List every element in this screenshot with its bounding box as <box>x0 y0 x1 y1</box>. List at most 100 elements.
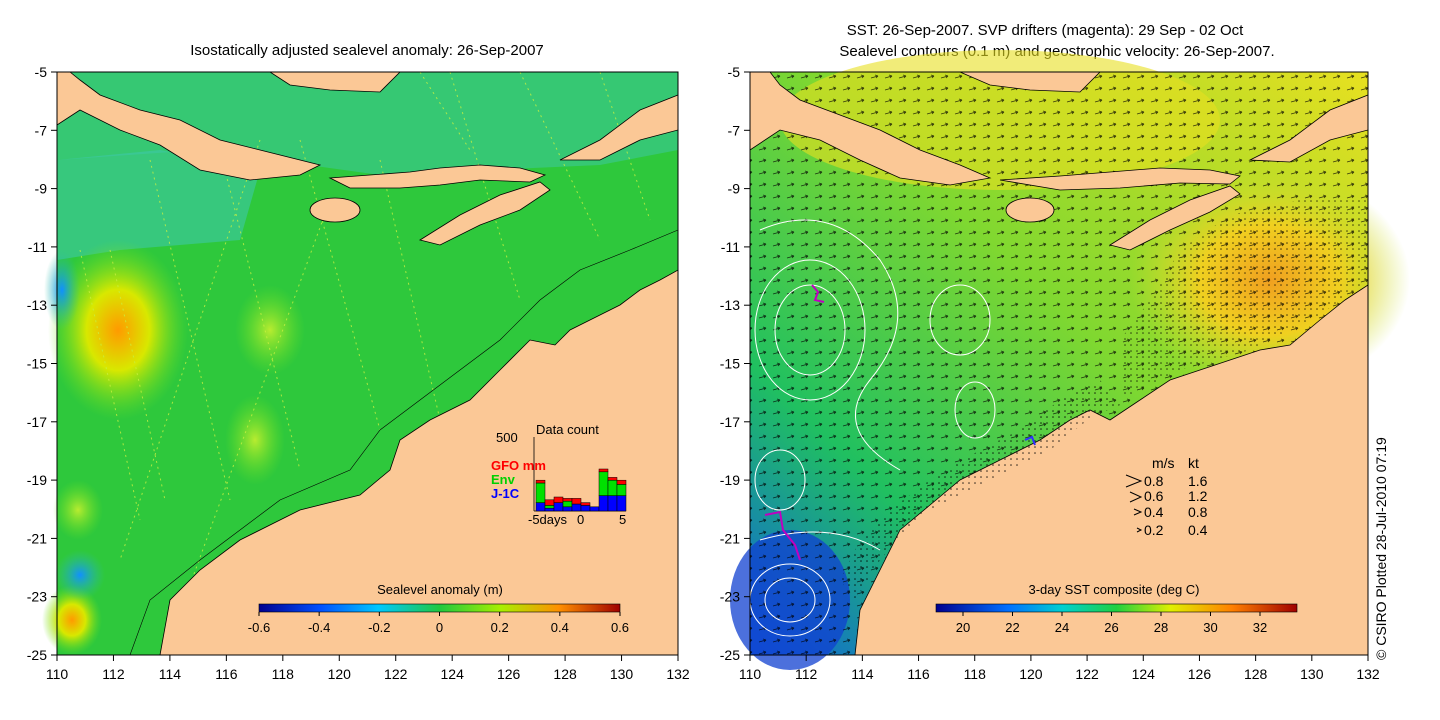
sst-cb-tick-label: 28 <box>1154 620 1168 635</box>
sst-colorbar-label: 3-day SST composite (deg C) <box>1029 582 1200 597</box>
drifter-track-3 <box>764 510 801 561</box>
sla-colorbar: Sealevel anomaly (m) -0.6 -0.4 -0.2 0 0.2 0.4… <box>248 582 629 635</box>
sla-x-tick-label: 118 <box>272 666 295 682</box>
sla-cb-tick-label: -0.4 <box>308 620 330 635</box>
velocity-row-2-kt: 1.2 <box>1188 488 1208 504</box>
drifter-track-1 <box>811 284 825 303</box>
data-count-bar-gfo <box>544 499 555 506</box>
velocity-row-3-ms: 0.4 <box>1144 504 1164 520</box>
data-count-bar-j1c <box>535 502 546 512</box>
data-count-bar-j1c <box>598 495 609 512</box>
sst-cb-tick-label: 22 <box>1005 620 1019 635</box>
sla-x-axis: 110 112 114 116 118 120 122 124 126 128 130 132 <box>46 655 690 682</box>
sla-cb-tick-label: -0.6 <box>248 620 270 635</box>
sst-cb-tick-label: 26 <box>1104 620 1118 635</box>
sla-x-tick-label: 122 <box>384 666 408 682</box>
velocity-row-1-ms: 0.8 <box>1144 473 1164 489</box>
sla-x-tick-label: 110 <box>46 666 69 682</box>
sla-map-panel: Isostatically adjusted sealevel anomaly:… <box>27 42 690 682</box>
data-count-bar-env <box>562 500 573 508</box>
sst-x-tick-label: 112 <box>795 666 818 682</box>
sst-y-tick-label: -23 <box>720 589 740 605</box>
data-count-xlabel-start: -5days <box>528 512 568 527</box>
sst-cb-tick-label: 20 <box>956 620 970 635</box>
sla-y-tick-label: -21 <box>27 530 47 546</box>
sst-map-area <box>730 50 1410 670</box>
sst-y-tick-label: -17 <box>720 414 740 430</box>
velocity-row-2-ms: 0.6 <box>1144 488 1164 504</box>
sla-y-tick-label: -13 <box>27 297 47 313</box>
legend-env: Env <box>491 472 516 487</box>
sst-x-tick-label: 116 <box>907 666 930 682</box>
velocity-row-4-kt: 0.4 <box>1188 522 1208 538</box>
sst-y-tick-label: -21 <box>720 530 740 546</box>
sst-x-tick-label: 124 <box>1132 666 1156 682</box>
sla-y-tick-label: -25 <box>27 647 47 663</box>
sla-y-tick-label: -19 <box>27 472 47 488</box>
data-count-bar-j1c <box>571 503 582 512</box>
data-count-bar-gfo <box>562 498 573 502</box>
sst-colorbar: 3-day SST composite (deg C) 20 22 24 26 28 30… <box>935 582 1298 635</box>
sla-panel-title: Isostatically adjusted sealevel anomaly:… <box>190 42 544 59</box>
velocity-legend-header-kt: kt <box>1188 455 1199 471</box>
sst-y-tick-label: -19 <box>720 472 740 488</box>
sla-x-tick-label: 128 <box>553 666 577 682</box>
sst-y-tick-label: -5 <box>728 64 741 80</box>
sst-x-tick-label: 128 <box>1244 666 1268 682</box>
data-count-bar-gfo <box>598 468 609 473</box>
data-count-bar-j1c <box>553 502 564 512</box>
sla-x-tick-label: 116 <box>215 666 238 682</box>
data-count-bar-gfo <box>571 498 582 505</box>
velocity-arrow-04 <box>1133 508 1143 516</box>
sst-y-tick-label: -9 <box>728 181 741 197</box>
velocity-arrow-02 <box>1136 527 1143 533</box>
velocity-legend-header-ms: m/s <box>1152 455 1175 471</box>
sla-x-tick-label: 114 <box>159 666 182 682</box>
sla-y-tick-label: -17 <box>27 414 47 430</box>
sst-y-tick-label: -7 <box>728 122 741 138</box>
sst-x-tick-label: 132 <box>1356 666 1380 682</box>
sla-y-axis: -5 -7 -9 -11 -13 -15 -17 -19 -21 -23 -25 <box>27 64 57 663</box>
velocity-row-1-kt: 1.6 <box>1188 473 1208 489</box>
sla-cb-tick-label: 0.4 <box>551 620 569 635</box>
velocity-legend: m/s kt 0.8 1.6 0.6 1.2 0.4 0.8 0.2 0.4 <box>1125 455 1208 538</box>
data-count-bar-env <box>598 471 609 496</box>
sla-cb-tick-label: 0.2 <box>491 620 509 635</box>
data-count-bars <box>535 468 627 512</box>
sla-x-tick-label: 132 <box>666 666 690 682</box>
sla-y-tick-label: -9 <box>35 181 48 197</box>
sla-x-tick-label: 124 <box>441 666 465 682</box>
sst-y-tick-label: -15 <box>720 356 740 372</box>
sst-panel-title-line1: SST: 26-Sep-2007. SVP drifters (magenta)… <box>847 22 1244 39</box>
sla-x-tick-label: 130 <box>610 666 634 682</box>
sst-cb-tick-label: 30 <box>1203 620 1217 635</box>
drifter-track-2 <box>1024 435 1036 446</box>
data-count-bar-env <box>616 484 627 496</box>
sst-x-tick-label: 110 <box>739 666 762 682</box>
data-count-bar-j1c <box>589 506 600 512</box>
sla-y-tick-label: -11 <box>28 239 47 255</box>
data-count-bar-gfo <box>616 479 627 485</box>
credit-text: © CSIRO Plotted 28-Jul-2010 07:19 <box>1373 437 1389 660</box>
sst-y-axis: -5 -7 -9 -11 -13 -15 -17 -19 -21 -23 -25 <box>720 64 750 663</box>
legend-j1c: J-1C <box>491 486 520 501</box>
velocity-arrow-06 <box>1129 491 1143 503</box>
data-count-bar-gfo <box>553 496 564 503</box>
data-count-xlabel-zero: 0 <box>577 512 584 527</box>
data-count-bar-gfo <box>535 479 546 484</box>
data-count-title: Data count <box>536 422 599 437</box>
sst-x-tick-label: 120 <box>1019 666 1043 682</box>
data-count-bar-j1c <box>580 505 591 512</box>
data-count-bar-env <box>535 482 546 503</box>
sst-x-tick-label: 126 <box>1188 666 1212 682</box>
sst-cb-tick-label: 32 <box>1253 620 1267 635</box>
legend-gfo: GFO mm <box>491 458 546 473</box>
data-count-bar-j1c <box>616 495 627 512</box>
data-count-bar-j1c <box>607 495 618 512</box>
sla-y-tick-label: -23 <box>27 589 47 605</box>
data-count-inset: Data count 500 GFO mm Env J-1C -5days 0 … <box>491 422 627 527</box>
sla-map-area <box>42 71 679 656</box>
sst-y-tick-label: -13 <box>720 297 740 313</box>
sla-y-tick-label: -5 <box>35 64 48 80</box>
